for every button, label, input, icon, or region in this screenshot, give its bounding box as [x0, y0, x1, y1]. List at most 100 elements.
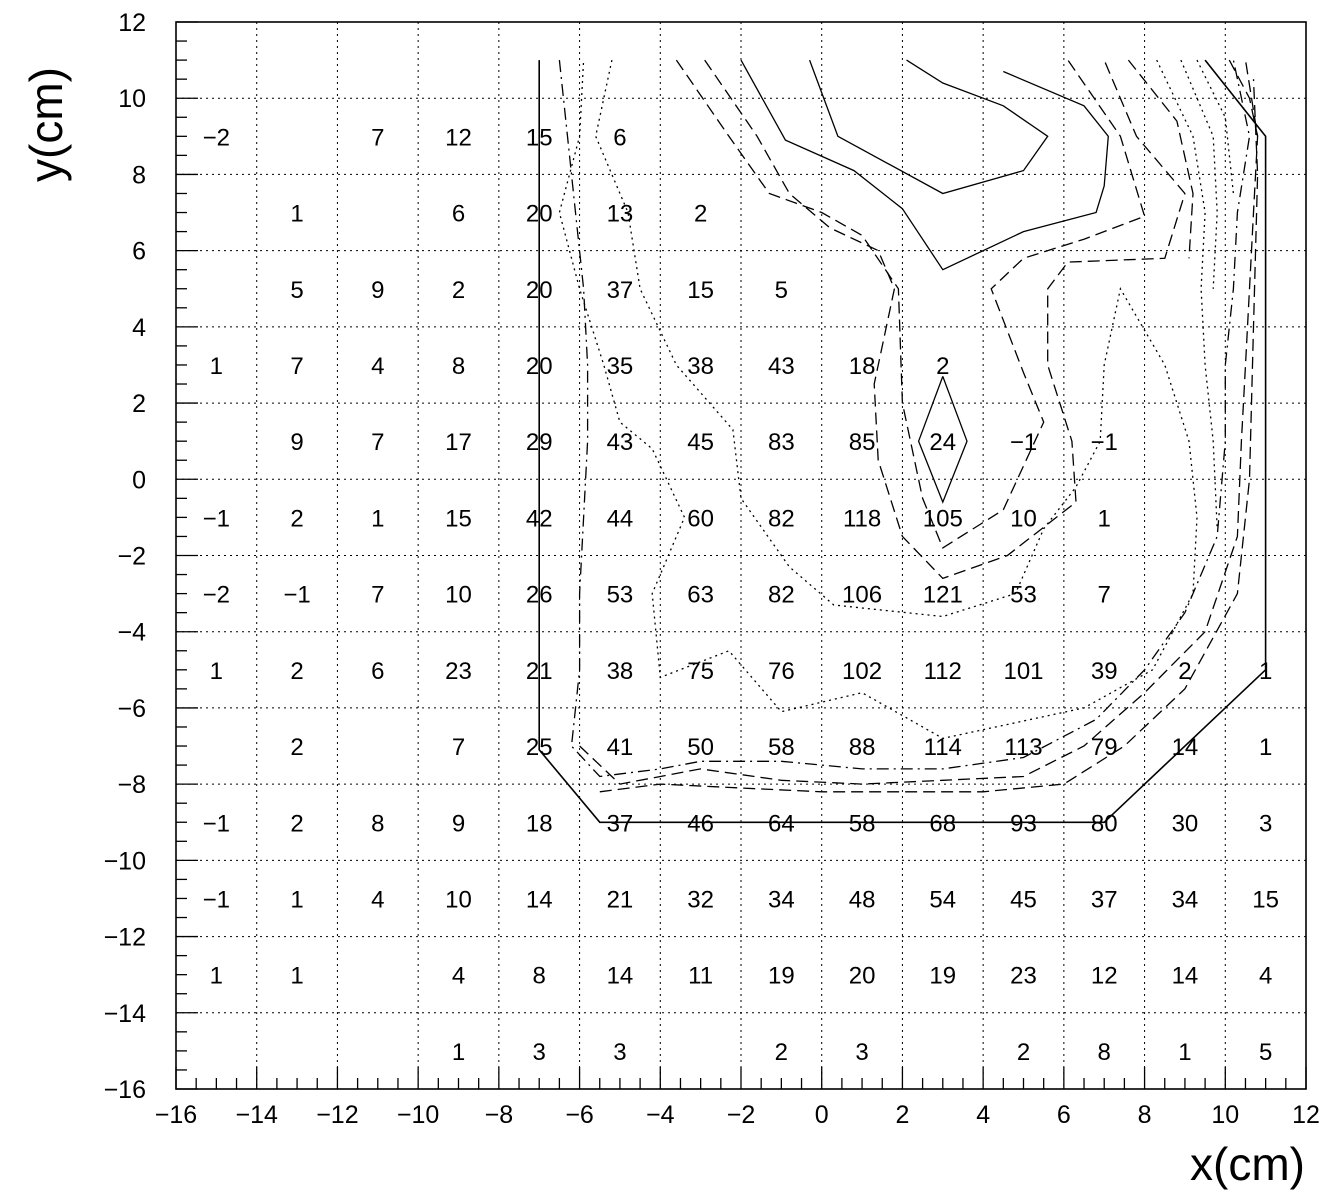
y-tick-label: 4 — [132, 314, 146, 342]
cell-value: 6 — [613, 124, 626, 151]
cell-value: 88 — [849, 734, 876, 761]
y-tick-label: 6 — [132, 238, 146, 266]
cell-value: 19 — [768, 963, 795, 990]
cell-value: 20 — [526, 201, 553, 228]
cell-value: 112 — [924, 658, 962, 685]
cell-value: 21 — [526, 658, 553, 685]
cell-value: 7 — [371, 582, 384, 609]
cell-value: 5 — [290, 277, 303, 304]
x-tick-label: −4 — [646, 1101, 675, 1129]
cell-value: 23 — [1010, 963, 1037, 990]
cell-value: 1 — [1098, 505, 1111, 532]
cell-value: 1 — [210, 658, 223, 685]
x-tick-label: −16 — [155, 1101, 197, 1129]
cell-value: 2 — [290, 810, 303, 837]
y-tick-label: −2 — [117, 543, 146, 571]
cell-value: 1 — [290, 201, 303, 228]
y-tick-label: 12 — [118, 9, 146, 37]
cell-value: 106 — [842, 582, 882, 609]
cell-value: 53 — [607, 582, 634, 609]
y-tick-label: −8 — [117, 771, 146, 799]
cell-value: 8 — [371, 810, 384, 837]
cell-value: 7 — [290, 353, 303, 380]
cell-value: 48 — [849, 886, 876, 913]
x-tick-label: 6 — [1057, 1101, 1071, 1129]
cell-value: 15 — [445, 505, 472, 532]
x-tick-label: 10 — [1211, 1101, 1239, 1129]
cell-value: 38 — [687, 353, 714, 380]
cell-value: 4 — [371, 886, 384, 913]
cell-value: 5 — [775, 277, 788, 304]
cell-value: 2 — [290, 734, 303, 761]
cell-value: 14 — [1172, 734, 1199, 761]
cell-value: 34 — [1172, 886, 1199, 913]
cell-value: 114 — [924, 734, 962, 761]
cell-value: 11 — [688, 963, 713, 990]
y-tick-label: 8 — [132, 161, 146, 189]
cell-value: 34 — [768, 886, 795, 913]
cell-value: 85 — [849, 429, 876, 456]
cell-value: 105 — [923, 505, 963, 532]
cell-value: 10 — [445, 582, 472, 609]
cell-value: 64 — [768, 810, 795, 837]
cell-value: 29 — [526, 429, 553, 456]
cell-value: 101 — [1003, 658, 1043, 685]
x-axis-title: x(cm) — [1190, 1138, 1305, 1190]
cell-value: 9 — [371, 277, 384, 304]
cell-value: 44 — [607, 505, 634, 532]
contour-line-solid — [810, 60, 1048, 193]
cell-value: 82 — [768, 505, 795, 532]
y-tick-label: 10 — [118, 85, 146, 113]
cell-value: 19 — [929, 963, 956, 990]
cell-values: −2 7 12 15 61 6 20 13 25 9 2 20 37 15 51 7 4 8 20 35 38 43 18 2… — [203, 124, 1279, 1066]
x-tick-label: −8 — [485, 1101, 514, 1129]
cell-value: 2 — [1017, 1039, 1030, 1066]
cell-value: 46 — [687, 810, 714, 837]
cell-value: 102 — [842, 658, 882, 685]
cell-value: 15 — [687, 277, 714, 304]
cell-value: 8 — [452, 353, 465, 380]
cell-value: −1 — [283, 582, 310, 609]
y-tick-label: −10 — [104, 847, 146, 875]
x-tick-label: 12 — [1292, 1101, 1320, 1129]
cell-value: 2 — [1178, 658, 1191, 685]
cell-value: 60 — [687, 505, 714, 532]
cell-value: −1 — [203, 505, 230, 532]
cell-value: 26 — [526, 582, 553, 609]
cell-value: 14 — [607, 963, 634, 990]
cell-value: 18 — [849, 353, 876, 380]
cell-value: 79 — [1091, 734, 1118, 761]
cell-value: 80 — [1091, 810, 1118, 837]
x-tick-label: −2 — [727, 1101, 756, 1129]
y-axis-title: y(cm) — [20, 67, 72, 182]
cell-value: 2 — [290, 658, 303, 685]
contour-lines — [559, 60, 1257, 792]
cell-value: 113 — [1004, 734, 1042, 761]
contour-line-dotted — [559, 60, 1197, 738]
cell-value: 2 — [936, 353, 949, 380]
cell-value: 10 — [1010, 505, 1037, 532]
cell-value: 20 — [526, 277, 553, 304]
cell-value: 2 — [694, 201, 707, 228]
cell-value: 32 — [687, 886, 714, 913]
cell-value: 8 — [533, 963, 546, 990]
y-tick-label: −16 — [104, 1076, 146, 1104]
cell-value: −1 — [203, 886, 230, 913]
x-tick-label: 8 — [1138, 1101, 1152, 1129]
y-tick-label: −12 — [104, 924, 146, 952]
cell-value: 5 — [1259, 1039, 1272, 1066]
cell-value: 17 — [445, 429, 472, 456]
cell-value: 1 — [290, 886, 303, 913]
cell-value: 121 — [923, 582, 963, 609]
cell-value: 1 — [1178, 1039, 1191, 1066]
cell-value: 37 — [607, 277, 634, 304]
cell-value: 1 — [210, 353, 223, 380]
cell-value: 7 — [1098, 582, 1111, 609]
cell-value: −1 — [1010, 429, 1037, 456]
contour-line-dotted — [1181, 60, 1217, 289]
cell-value: 50 — [687, 734, 714, 761]
cell-value: 23 — [445, 658, 472, 685]
cell-value: 63 — [687, 582, 714, 609]
cell-value: 53 — [1010, 582, 1037, 609]
